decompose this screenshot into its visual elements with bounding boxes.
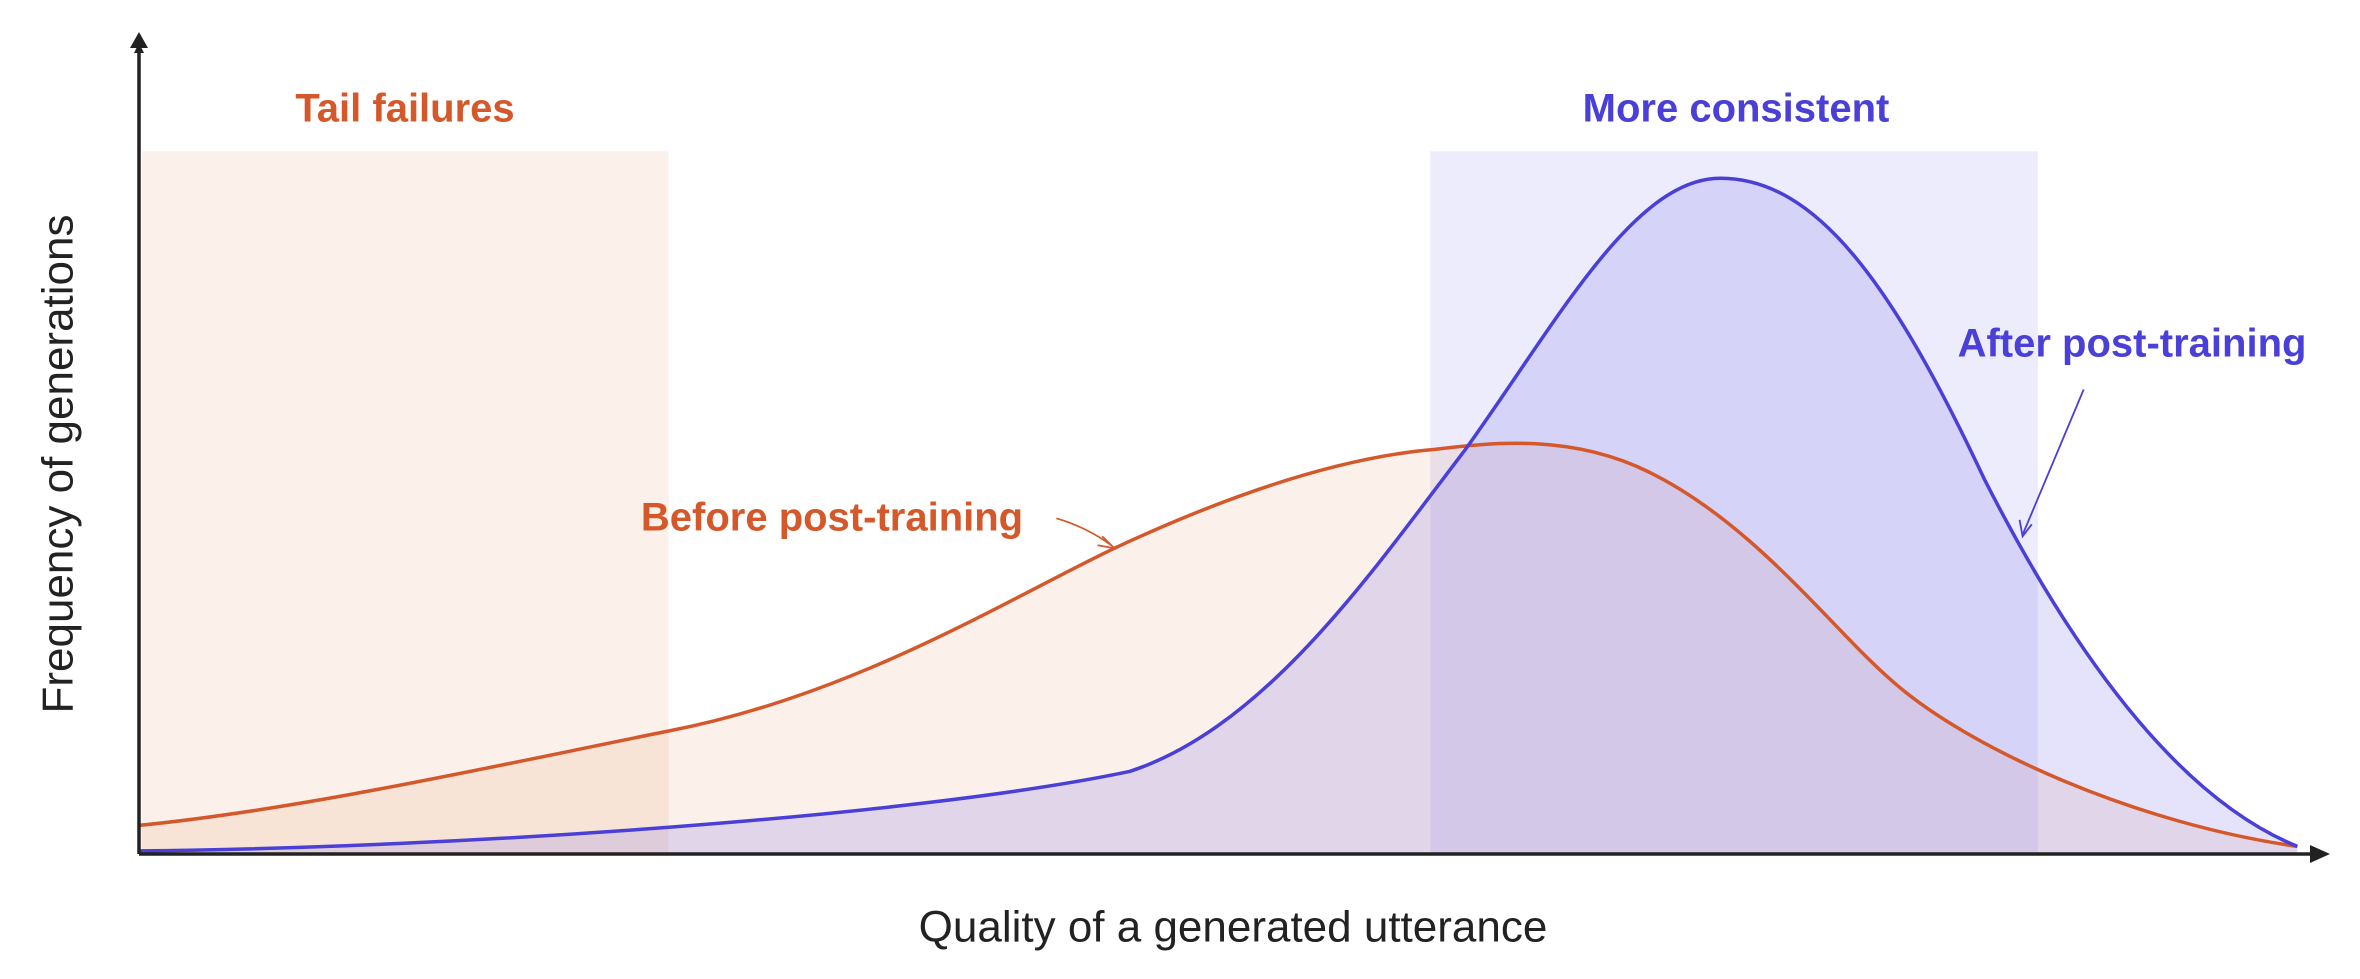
y-arrowhead [130,32,148,48]
after-label: After post-training [1958,322,2307,366]
y-axis-label: Frequency of generations [34,215,83,714]
after-curve [139,178,2297,851]
consistent-label: More consistent [1583,87,1890,131]
consistent-region [1430,151,2038,854]
before-label: Before post-training [641,496,1023,540]
before-curve [139,443,2297,846]
after-area [138,178,2298,854]
before-arrowhead [1098,536,1115,548]
tail-label: Tail failures [295,87,514,131]
x-axis-label: Quality of a generated utterance [919,903,1548,952]
x-arrowhead [2310,845,2330,863]
after-arrow [2023,389,2084,534]
before-arrow [1056,518,1111,545]
tail-region [141,151,669,854]
before-area [138,443,2298,854]
plot [139,151,2297,854]
after-arrowhead [2020,520,2032,536]
